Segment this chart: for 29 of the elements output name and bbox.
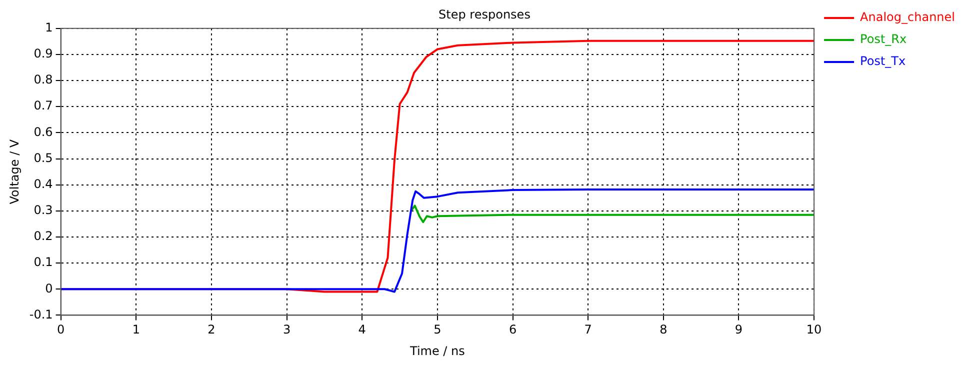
y-tick-label: 0.5: [34, 150, 53, 165]
x-tick-label: 6: [508, 322, 517, 337]
x-tick-label: 7: [584, 322, 592, 337]
y-tick-label: 0.1: [34, 255, 53, 270]
legend-label: Post_Rx: [860, 32, 907, 46]
x-tick-label: 0: [56, 322, 65, 337]
x-tick-label: 10: [806, 322, 822, 337]
x-tick-label: 3: [282, 322, 291, 337]
y-axis-title: Voltage / V: [7, 138, 22, 204]
y-tick-label: -0.1: [29, 307, 53, 322]
y-tick-label: 0.9: [34, 46, 53, 61]
x-tick-label: 1: [132, 322, 140, 337]
x-tick-label: 8: [660, 322, 668, 337]
y-tick-label: 0.8: [34, 72, 53, 87]
legend-label: Post_Tx: [860, 54, 906, 68]
x-tick-label: 4: [358, 322, 366, 337]
y-tick-label: 0.3: [34, 203, 53, 218]
y-tick-label: 0.7: [34, 98, 53, 113]
chart-title: Step responses: [438, 7, 530, 22]
legend-label: Analog_channel: [860, 10, 956, 24]
x-axis-title: Time / ns: [408, 344, 465, 358]
x-tick-label: 5: [434, 322, 442, 337]
y-tick-label: 1: [45, 20, 53, 35]
y-tick-label: 0.4: [34, 176, 53, 191]
x-tick-label: 2: [208, 322, 216, 337]
y-tick-label: 0.2: [34, 229, 53, 244]
y-tick-label: 0.6: [34, 124, 53, 139]
x-tick-label: 9: [734, 322, 743, 337]
y-tick-label: 0: [45, 281, 53, 296]
